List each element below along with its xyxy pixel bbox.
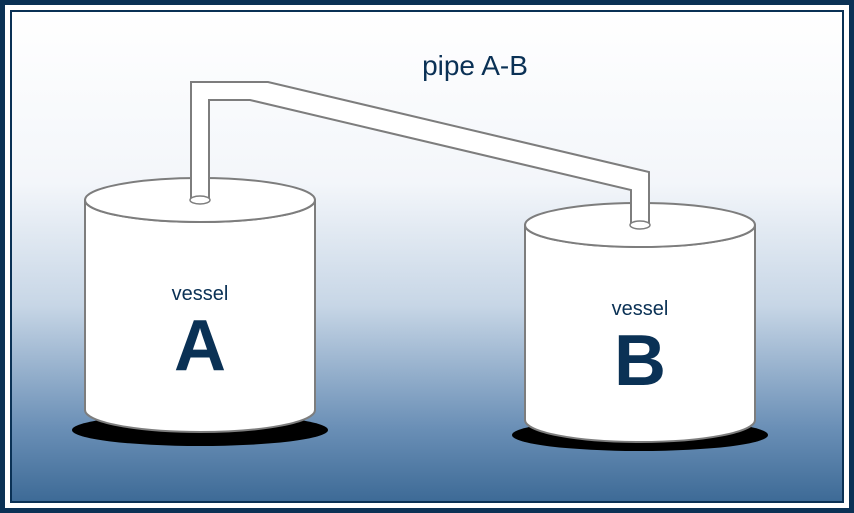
vessel-a-small-label: vessel	[172, 283, 229, 305]
pipe-label: pipe A-B	[422, 50, 528, 81]
pipe-cap-b	[630, 221, 650, 229]
vessel-b-small-label: vessel	[612, 298, 669, 320]
diagram-svg: pipe A-BvesselAvesselB	[0, 0, 854, 513]
diagram-frame: pipe A-BvesselAvesselB	[0, 0, 854, 513]
pipe-cap-a	[190, 196, 210, 204]
vessel-a-big-label: A	[174, 306, 226, 386]
vessel-b-big-label: B	[614, 321, 666, 401]
